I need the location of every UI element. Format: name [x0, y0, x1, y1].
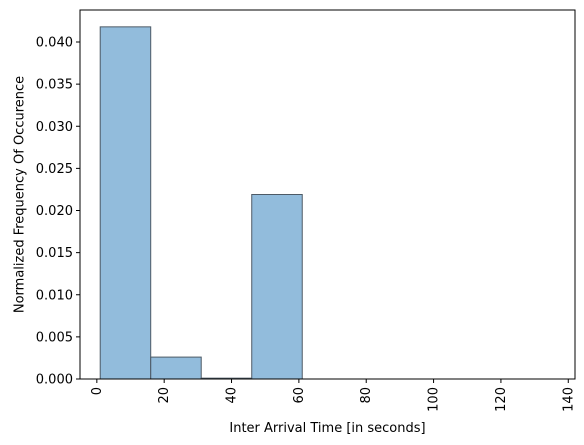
x-tick-label: 80	[359, 387, 374, 404]
y-tick-label: 0.035	[36, 78, 73, 93]
plot-frame	[79, 9, 576, 380]
bars-group	[99, 26, 303, 380]
x-tick-label: 140	[561, 387, 576, 412]
x-axis-ticks: 0 20 40 60 80 100 120 140	[90, 379, 576, 412]
y-tick-label: 0.005	[36, 330, 73, 345]
x-tick-label: 60	[292, 387, 307, 404]
y-tick-label: 0.030	[36, 120, 73, 135]
x-tick-label: 100	[427, 387, 442, 412]
histogram-bar-1	[150, 356, 202, 380]
x-tick-label: 120	[494, 387, 509, 412]
y-tick-label: 0.000	[36, 373, 73, 388]
x-tick-label: 20	[157, 387, 172, 404]
histogram-bar-3	[251, 194, 303, 380]
y-tick-label: 0.015	[36, 246, 73, 261]
y-axis-ticks: 0.000 0.005 0.010 0.015 0.020 0.025 0.030 0.035…	[36, 36, 80, 388]
y-tick-label: 0.020	[36, 204, 73, 219]
histogram-bar-0	[99, 26, 152, 380]
y-tick-label: 0.025	[36, 162, 73, 177]
x-axis-label: Inter Arrival Time [in seconds]	[229, 421, 425, 436]
y-axis-label: Normalized Frequency Of Occurence	[13, 76, 28, 313]
y-tick-label: 0.010	[36, 288, 73, 303]
y-tick-label: 0.040	[36, 36, 73, 51]
x-tick-label: 0	[90, 387, 105, 395]
x-tick-label: 40	[225, 387, 240, 404]
